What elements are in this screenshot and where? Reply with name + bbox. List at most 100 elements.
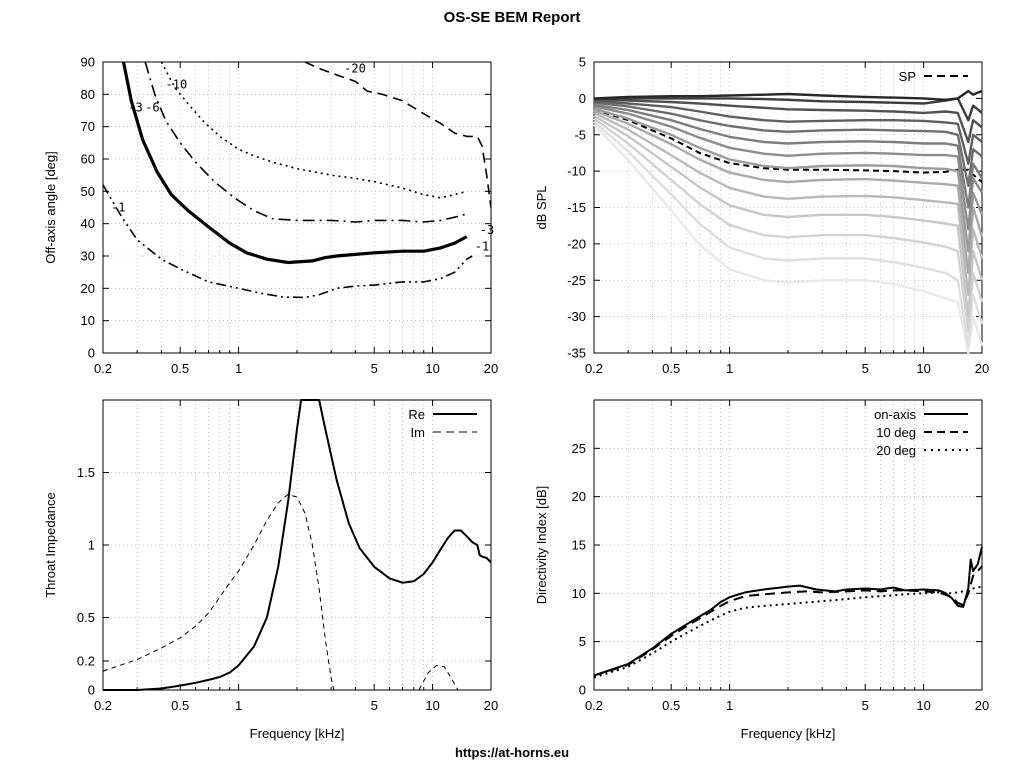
y-tick-label: -20 bbox=[567, 236, 586, 251]
contour-label: -1 bbox=[475, 239, 489, 253]
spl-line bbox=[593, 100, 983, 165]
contour-line bbox=[102, 184, 473, 299]
x-tick-label: 5 bbox=[862, 361, 869, 376]
y-axis-label: Off-axis angle [deg] bbox=[43, 151, 58, 264]
grid bbox=[594, 400, 982, 690]
x-tick-label: 1 bbox=[235, 698, 242, 713]
report-title: OS-SE BEM Report bbox=[444, 9, 581, 26]
y-tick-label: 25 bbox=[572, 441, 586, 456]
y-axis-label: Throat Impedance bbox=[43, 492, 58, 598]
y-tick-label: -35 bbox=[567, 346, 586, 361]
spl-line bbox=[593, 98, 983, 144]
x-tick-label: 10 bbox=[425, 361, 439, 376]
plot-frame bbox=[593, 61, 983, 354]
series-group bbox=[593, 89, 984, 355]
y-tick-label: 1 bbox=[88, 538, 95, 553]
spl-line bbox=[593, 101, 983, 187]
y-tick-label: 0 bbox=[579, 91, 586, 106]
spl-line bbox=[593, 120, 984, 347]
y-tick-label: 50 bbox=[81, 184, 95, 199]
plot-frame bbox=[593, 399, 983, 691]
spl-line bbox=[593, 109, 984, 275]
x-tick-label: 0.5 bbox=[171, 361, 189, 376]
legend-label: SP bbox=[899, 69, 916, 84]
y-tick-label: -25 bbox=[567, 273, 586, 288]
x-tick-label: 1 bbox=[235, 361, 242, 376]
contour-chart: 0.2 0.5 1 5 10 20 0 10 20 30 40 50 60 70 80 90 Off-axis … bbox=[43, 55, 498, 377]
y-tick-label: 70 bbox=[81, 119, 95, 134]
x-axis-label: Frequency [kHz] bbox=[250, 726, 345, 741]
y-tick-label: 0 bbox=[88, 346, 95, 361]
spl-line bbox=[593, 114, 984, 318]
x-tick-label: 20 bbox=[975, 361, 989, 376]
legend: Re Im bbox=[408, 407, 477, 440]
spl-line bbox=[593, 117, 984, 333]
y-axis-label: dB SPL bbox=[534, 185, 549, 229]
y-tick-label: 15 bbox=[572, 538, 586, 553]
grid bbox=[103, 62, 491, 353]
y-tick-label: 5 bbox=[579, 634, 586, 649]
impedance-im-line bbox=[102, 493, 335, 691]
y-tick-label: 0 bbox=[579, 683, 586, 698]
y-tick-label: -10 bbox=[567, 164, 586, 179]
y-tick-label: 0.5 bbox=[77, 610, 95, 625]
contour-label: -3 bbox=[128, 100, 142, 114]
y-tick-label: 5 bbox=[579, 55, 586, 70]
y-tick-label: 40 bbox=[81, 216, 95, 231]
y-tick-label: 90 bbox=[81, 55, 95, 70]
y-tick-label: -15 bbox=[567, 200, 586, 215]
x-tick-label: 10 bbox=[916, 361, 930, 376]
contour-line bbox=[121, 61, 468, 265]
y-tick-label: 0 bbox=[88, 683, 95, 698]
y-tick-label: 0.2 bbox=[77, 654, 95, 669]
x-tick-label: 5 bbox=[371, 698, 378, 713]
spl-line bbox=[593, 105, 984, 231]
spl-sp-line bbox=[593, 108, 983, 183]
spl-chart: 0.2 0.5 1 5 10 20 -35 -30 -25 -20 -15 -10 -5 0 5 dB SPL… bbox=[534, 55, 989, 377]
contour-label: -1 bbox=[111, 201, 125, 215]
legend-label: 10 deg bbox=[876, 425, 916, 440]
y-tick-label: 80 bbox=[81, 87, 95, 102]
x-tick-label: 0.5 bbox=[171, 698, 189, 713]
legend-label: Re bbox=[408, 407, 425, 422]
impedance-im-line bbox=[418, 664, 459, 691]
impedance-re-line bbox=[103, 399, 492, 691]
legend-label: Im bbox=[411, 425, 425, 440]
y-tick-label: 60 bbox=[81, 152, 95, 167]
di-line-10-deg bbox=[593, 565, 983, 677]
plot-frame bbox=[102, 399, 492, 691]
legend-label: on-axis bbox=[874, 407, 916, 422]
x-tick-label: 20 bbox=[484, 361, 498, 376]
spl-line bbox=[593, 97, 983, 122]
y-tick-label: 20 bbox=[572, 489, 586, 504]
legend: SP bbox=[899, 69, 968, 84]
x-tick-label: 5 bbox=[371, 361, 378, 376]
x-tick-label: 0.2 bbox=[585, 698, 603, 713]
x-tick-label: 10 bbox=[916, 698, 930, 713]
spl-line bbox=[593, 107, 984, 253]
x-tick-label: 0.2 bbox=[94, 698, 112, 713]
spl-line bbox=[593, 111, 984, 296]
x-tick-label: 1 bbox=[726, 361, 733, 376]
x-tick-label: 20 bbox=[484, 698, 498, 713]
x-tick-label: 0.2 bbox=[585, 361, 603, 376]
y-axis-label: Directivity Index [dB] bbox=[534, 486, 549, 605]
spl-line bbox=[593, 89, 983, 101]
contour-label: -10 bbox=[166, 78, 188, 92]
x-tick-label: 0.5 bbox=[662, 698, 680, 713]
y-tick-label: -5 bbox=[574, 127, 586, 142]
contour-line bbox=[144, 61, 468, 223]
y-tick-label: -30 bbox=[567, 309, 586, 324]
spl-line bbox=[593, 103, 984, 209]
legend-label: 20 deg bbox=[876, 443, 916, 458]
x-tick-label: 5 bbox=[862, 698, 869, 713]
contour-label: -3 bbox=[480, 223, 494, 237]
x-tick-label: 0.2 bbox=[94, 361, 112, 376]
x-tick-label: 20 bbox=[975, 698, 989, 713]
x-tick-label: 0.5 bbox=[662, 361, 680, 376]
x-axis-label: Frequency [kHz] bbox=[741, 726, 836, 741]
